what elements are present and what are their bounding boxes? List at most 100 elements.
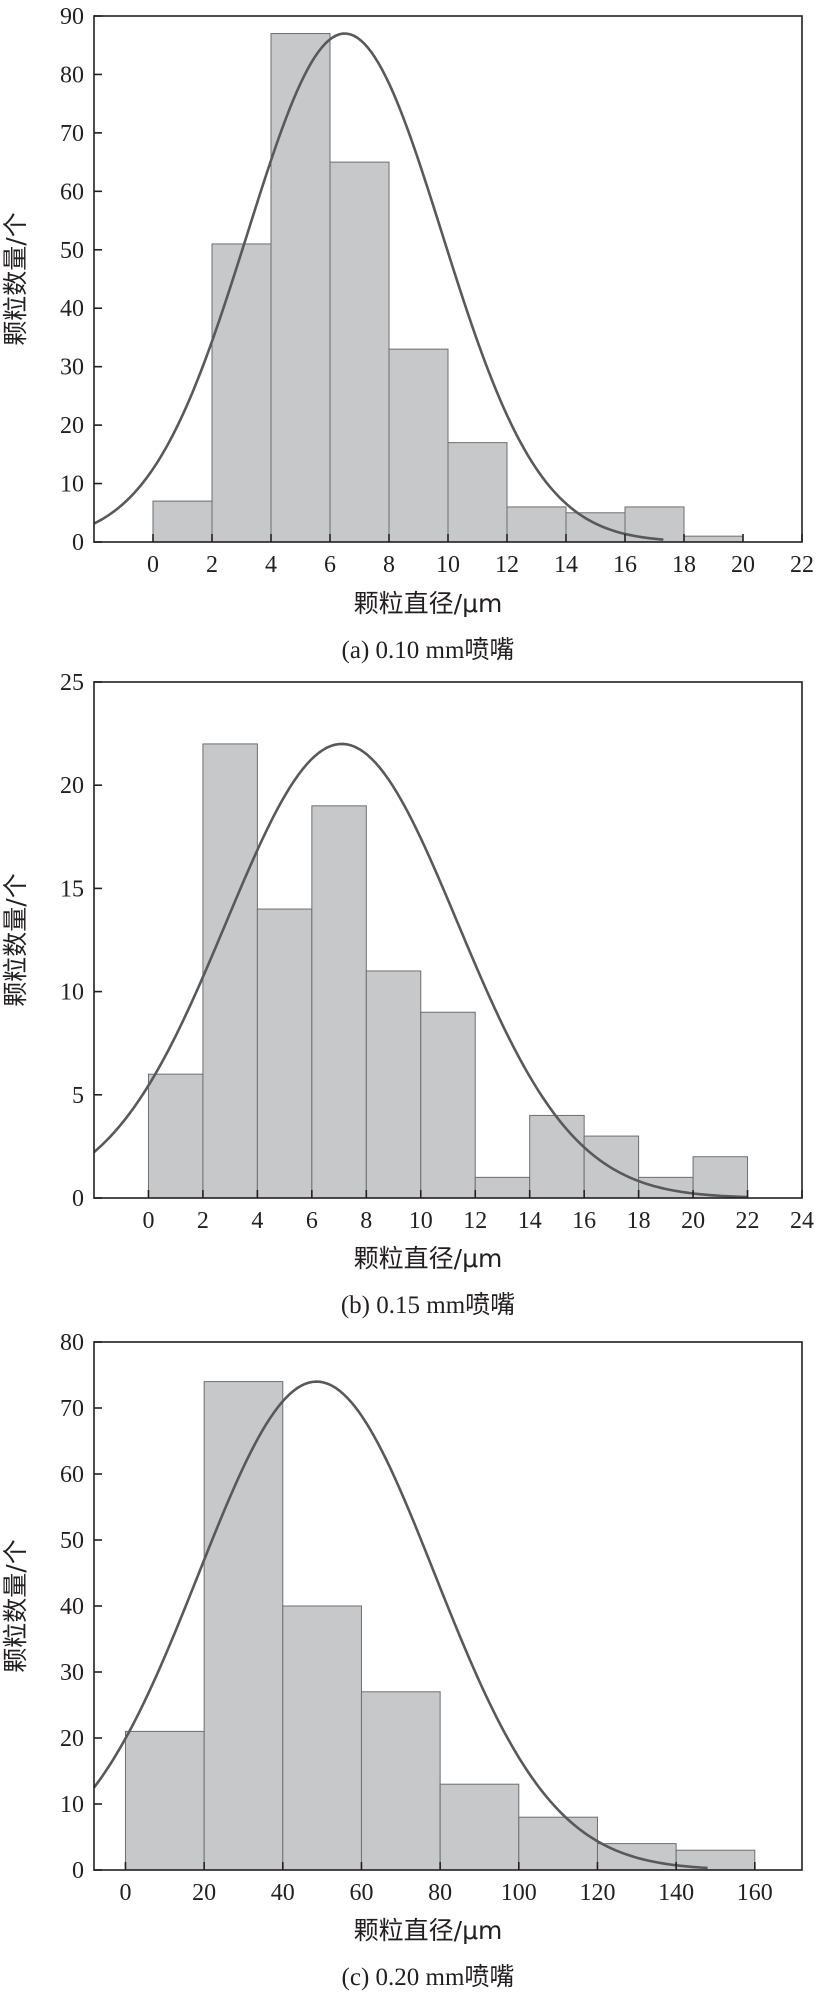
x-tick-label: 0: [142, 1208, 154, 1234]
histogram-bar: [388, 348, 449, 543]
y-tick-label: 70: [60, 1396, 84, 1422]
y-tick-label: 60: [60, 1462, 84, 1488]
histogram-bar: [447, 442, 508, 543]
histogram-panel-b: 0 2 4 6 8 10 12 14 16 18 20 22 240510152025颗粒直径/μm颗粒…: [1, 670, 814, 1319]
x-tick-label: 0: [147, 552, 159, 578]
x-tick-label: 140: [658, 1880, 694, 1906]
y-axis-label: 颗粒数量/个: [1, 1539, 30, 1672]
x-tick-label: 18: [627, 1208, 651, 1234]
histogram-bar: [203, 1381, 284, 1871]
y-tick-label: 0: [72, 530, 84, 556]
y-tick-label: 20: [60, 773, 84, 799]
panel-caption: (a) 0.10 mm喷嘴: [342, 636, 515, 664]
histogram-bar: [152, 500, 213, 543]
histogram-bar: [518, 1816, 598, 1871]
x-tick-label: 4: [251, 1208, 263, 1234]
histogram-bar: [529, 1114, 585, 1199]
x-tick-label: 10: [436, 552, 460, 578]
panel-caption: (c) 0.20 mm喷嘴: [342, 1963, 515, 1991]
histogram-bar: [256, 908, 313, 1199]
y-tick-label: 10: [60, 1792, 84, 1818]
x-tick-label: 2: [197, 1208, 209, 1234]
histogram-bar: [211, 243, 272, 543]
y-tick-label: 25: [60, 670, 84, 696]
x-axis-label: 颗粒直径/μm: [354, 1916, 503, 1945]
x-tick-label: 22: [736, 1208, 760, 1234]
y-tick-label: 15: [60, 876, 84, 902]
y-tick-label: 40: [60, 296, 84, 322]
y-tick-label: 20: [60, 413, 84, 439]
histogram-panel-a: 0 2 4 6 8 10 12 14 16 18 20 22 0 10 20 30 40 50 60 70 80 90 颗粒…: [1, 4, 814, 664]
histogram-bar: [565, 512, 626, 543]
x-tick-label: 160: [737, 1880, 773, 1906]
x-tick-label: 40: [271, 1880, 295, 1906]
histogram-bar: [692, 1156, 749, 1199]
x-tick-label: 2: [206, 552, 218, 578]
x-tick-label: 4: [265, 552, 277, 578]
x-tick-label: 60: [349, 1880, 373, 1906]
x-tick-label: 120: [579, 1880, 615, 1906]
histogram-bar: [474, 1176, 531, 1199]
histogram-bar: [147, 1073, 204, 1199]
y-axis-label: 颗粒数量/个: [1, 212, 30, 345]
y-tick-label: 10: [60, 472, 84, 498]
x-tick-label: 20: [731, 552, 755, 578]
x-tick-label: 10: [409, 1208, 433, 1234]
x-tick-label: 6: [324, 552, 336, 578]
normal-fit-curve: [92, 1380, 708, 1870]
normal-fit-curve: [93, 32, 664, 541]
y-tick-label: 50: [60, 1528, 84, 1554]
histogram-bar: [124, 1730, 205, 1871]
y-tick-label: 60: [60, 179, 84, 205]
histogram-bar: [683, 535, 744, 543]
histogram-bar: [282, 1605, 362, 1871]
x-tick-label: 22: [790, 552, 814, 578]
histogram-bar: [365, 970, 422, 1199]
y-axis-label: 颗粒数量/个: [1, 873, 30, 1006]
plot-frame: [93, 681, 803, 1199]
x-axis-label: 颗粒直径/μm: [354, 1244, 503, 1273]
x-axis-label: 颗粒直径/μm: [354, 589, 503, 618]
y-tick-label: 5: [72, 1083, 84, 1109]
x-tick-label: 12: [495, 552, 519, 578]
y-tick-label: 40: [60, 1594, 84, 1620]
x-tick-label: 24: [790, 1208, 814, 1234]
x-tick-label: 20: [681, 1208, 705, 1234]
y-tick-label: 10: [60, 980, 84, 1006]
y-tick-label: 0: [72, 1186, 84, 1212]
histogram-bar: [420, 1011, 476, 1199]
x-tick-label: 20: [192, 1880, 216, 1906]
x-tick-label: 0: [119, 1880, 131, 1906]
y-tick-label: 50: [60, 238, 84, 264]
histogram-bar: [329, 161, 390, 543]
histogram-panel-c: 0 20 40 60 80 100 120 140 160 0 10 20 30 40 50 60 70 80 颗粒…: [1, 1330, 803, 1991]
panel-caption: (b) 0.15 mm喷嘴: [341, 1291, 515, 1319]
x-tick-label: 100: [501, 1880, 537, 1906]
histogram-bar: [506, 506, 567, 543]
x-tick-label: 14: [554, 552, 578, 578]
x-tick-label: 18: [672, 552, 696, 578]
x-tick-label: 16: [572, 1208, 596, 1234]
y-tick-label: 70: [60, 121, 84, 147]
y-tick-label: 90: [60, 4, 84, 30]
y-tick-label: 80: [60, 62, 84, 88]
y-tick-label: 30: [60, 1660, 84, 1686]
x-tick-label: 12: [463, 1208, 487, 1234]
y-tick-label: 20: [60, 1726, 84, 1752]
histogram-bar: [439, 1783, 520, 1871]
x-tick-label: 6: [306, 1208, 318, 1234]
x-tick-label: 14: [518, 1208, 542, 1234]
x-tick-label: 8: [383, 552, 395, 578]
histogram-bar: [360, 1691, 441, 1871]
y-tick-label: 80: [60, 1330, 84, 1356]
normal-fit-curve: [93, 742, 748, 1199]
y-tick-label: 30: [60, 355, 84, 381]
x-tick-label: 80: [428, 1880, 452, 1906]
y-tick-label: 0: [72, 1858, 84, 1884]
histogram-bar: [270, 33, 331, 543]
histogram-bar: [202, 743, 258, 1199]
x-tick-label: 16: [613, 552, 637, 578]
x-tick-label: 8: [360, 1208, 372, 1234]
histogram-bar: [311, 805, 367, 1199]
